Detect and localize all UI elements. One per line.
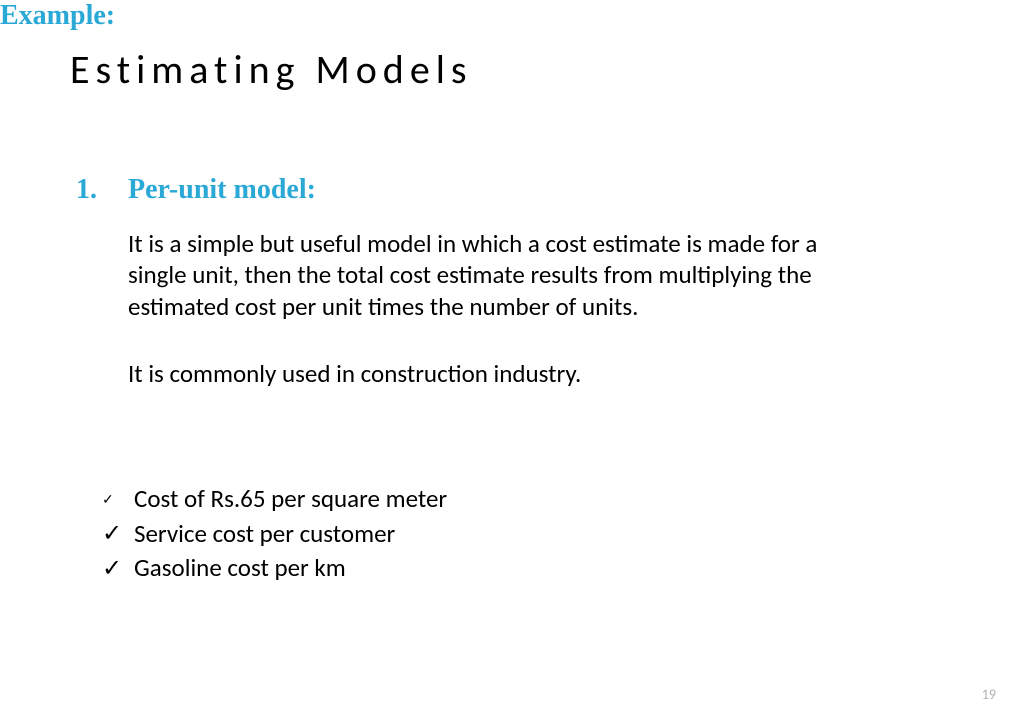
section-number: 1.	[76, 174, 128, 206]
section-heading: Per-unit model:	[128, 174, 316, 206]
list-item-text: Service cost per customer	[134, 517, 395, 552]
section-heading-row: 1. Per-unit model:	[76, 174, 316, 206]
list-item: ✓ Cost of Rs.65 per square meter	[102, 482, 447, 517]
page-number: 19	[982, 686, 996, 703]
slide: Estimating Models 1. Per-unit model: It …	[0, 0, 1024, 723]
slide-title: Estimating Models	[70, 45, 473, 94]
example-heading: Example:	[0, 0, 115, 32]
body-paragraph-1: It is a simple but useful model in which…	[128, 228, 878, 322]
list-item: ✓ Gasoline cost per km	[102, 551, 447, 586]
check-icon: ✓	[102, 517, 134, 550]
check-icon: ✓	[102, 552, 134, 585]
check-icon: ✓	[102, 490, 134, 509]
list-item-text: Cost of Rs.65 per square meter	[134, 482, 447, 517]
example-list: ✓ Cost of Rs.65 per square meter ✓ Servi…	[102, 482, 447, 586]
list-item-text: Gasoline cost per km	[134, 551, 346, 586]
body-paragraph-2: It is commonly used in construction indu…	[128, 358, 878, 389]
list-item: ✓ Service cost per customer	[102, 517, 447, 552]
